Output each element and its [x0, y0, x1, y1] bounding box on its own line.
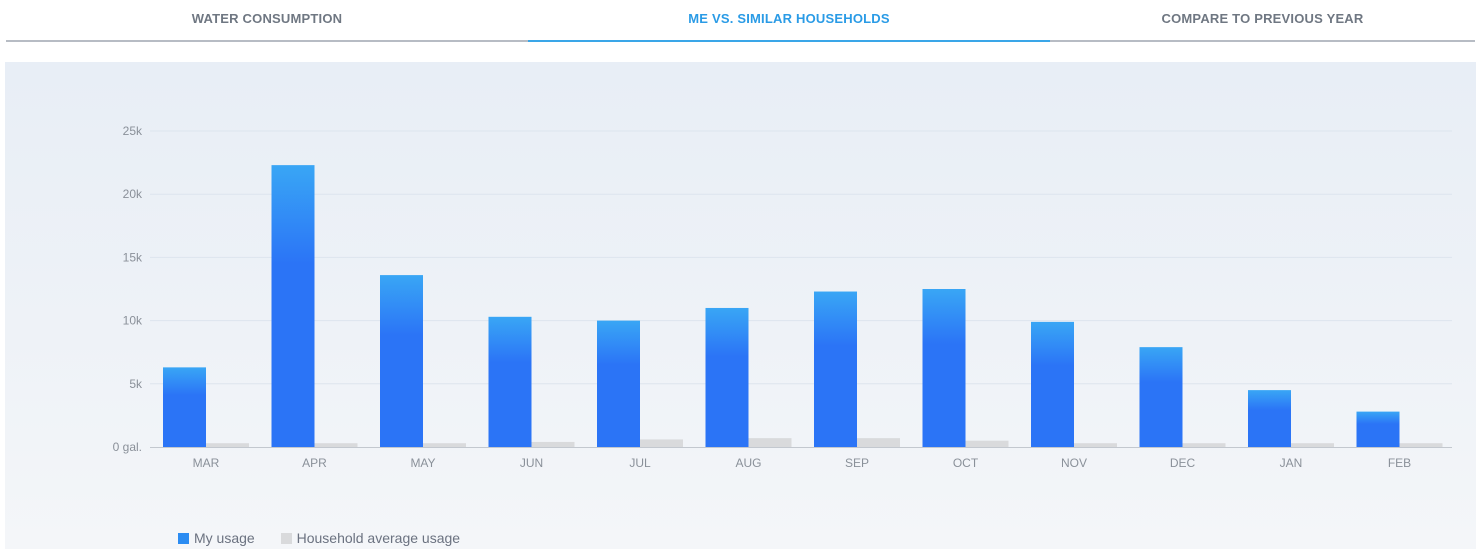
legend-swatch-my-usage: [178, 533, 189, 545]
y-tick-label: 15k: [123, 250, 143, 264]
bar-household-average-may[interactable]: [423, 443, 466, 447]
tab-water-consumption[interactable]: WATER CONSUMPTION: [6, 0, 528, 40]
tab-bar: WATER CONSUMPTION ME VS. SIMILAR HOUSEHO…: [6, 0, 1475, 42]
x-axis-ticks: MAR APR MAY JUN JUL AUG SEP OCT NOV DEC JAN FEB: [193, 456, 1412, 470]
bar-household-average-aug[interactable]: [748, 438, 792, 447]
legend-label-my-usage: My usage: [194, 530, 255, 547]
legend-label-household-average: Household average usage: [296, 530, 461, 547]
x-tick-label: JAN: [1280, 456, 1303, 470]
bar-my-usage-jan[interactable]: [1248, 390, 1291, 447]
x-tick-label: JUL: [629, 456, 651, 470]
y-tick-label: 20k: [123, 187, 143, 201]
x-tick-label: SEP: [845, 456, 869, 470]
bar-my-usage-oct[interactable]: [922, 289, 966, 447]
bar-my-usage-feb[interactable]: [1356, 411, 1400, 447]
x-tick-label: FEB: [1388, 456, 1411, 470]
bar-my-usage-apr[interactable]: [271, 165, 315, 448]
grid-lines: [150, 130, 1452, 448]
bar-household-average-jun[interactable]: [531, 441, 575, 447]
bar-my-usage-nov[interactable]: [1031, 321, 1074, 447]
bar-my-usage-dec[interactable]: [1139, 347, 1183, 447]
x-tick-label: DEC: [1170, 456, 1196, 470]
bar-my-usage-aug[interactable]: [705, 307, 749, 447]
y-tick-label: 5k: [129, 377, 143, 391]
bars: [163, 165, 1443, 448]
y-tick-label: 0 gal.: [113, 440, 142, 454]
legend-item-my-usage[interactable]: My usage: [178, 530, 255, 546]
x-tick-label: NOV: [1061, 456, 1087, 470]
chart-legend: My usage Household average usage: [178, 529, 482, 547]
x-tick-label: APR: [302, 456, 327, 470]
chart-panel: [5, 62, 1476, 549]
legend-item-household-average[interactable]: Household average usage: [280, 530, 461, 547]
bar-household-average-mar[interactable]: [206, 443, 249, 447]
bar-household-average-jul[interactable]: [640, 439, 683, 447]
x-tick-label: MAR: [193, 456, 220, 470]
bar-my-usage-jun[interactable]: [488, 316, 532, 447]
bar-my-usage-mar[interactable]: [163, 367, 206, 447]
bar-household-average-jan[interactable]: [1291, 443, 1334, 447]
bar-my-usage-may[interactable]: [380, 275, 423, 447]
bar-household-average-feb[interactable]: [1399, 443, 1443, 447]
bar-my-usage-sep[interactable]: [814, 291, 857, 447]
tab-compare-to-previous-year-label: COMPARE TO PREVIOUS YEAR: [1161, 11, 1364, 26]
bar-my-usage-jul[interactable]: [597, 320, 640, 447]
bar-household-average-oct[interactable]: [965, 440, 1009, 447]
tab-me-vs-similar-households[interactable]: ME VS. SIMILAR HOUSEHOLDS: [528, 0, 1050, 42]
tab-water-consumption-label: WATER CONSUMPTION: [191, 11, 343, 26]
x-tick-label: JUN: [520, 456, 543, 470]
bar-household-average-sep[interactable]: [857, 438, 900, 447]
y-tick-label: 10k: [123, 314, 143, 328]
x-tick-label: OCT: [953, 456, 979, 470]
active-tab-indicator: [528, 40, 1050, 42]
y-axis-ticks: 0 gal. 5k 10k 15k 20k 25k: [113, 124, 143, 454]
tab-compare-to-previous-year[interactable]: COMPARE TO PREVIOUS YEAR: [1050, 0, 1475, 40]
bar-household-average-nov[interactable]: [1074, 443, 1117, 447]
x-tick-label: AUG: [735, 456, 761, 470]
legend-swatch-household-average: [280, 533, 292, 545]
y-tick-label: 25k: [123, 124, 143, 138]
bar-household-average-dec[interactable]: [1182, 443, 1226, 447]
bar-household-average-apr[interactable]: [314, 443, 358, 447]
x-tick-label: MAY: [410, 456, 435, 470]
tab-me-vs-similar-households-label: ME VS. SIMILAR HOUSEHOLDS: [688, 11, 890, 26]
